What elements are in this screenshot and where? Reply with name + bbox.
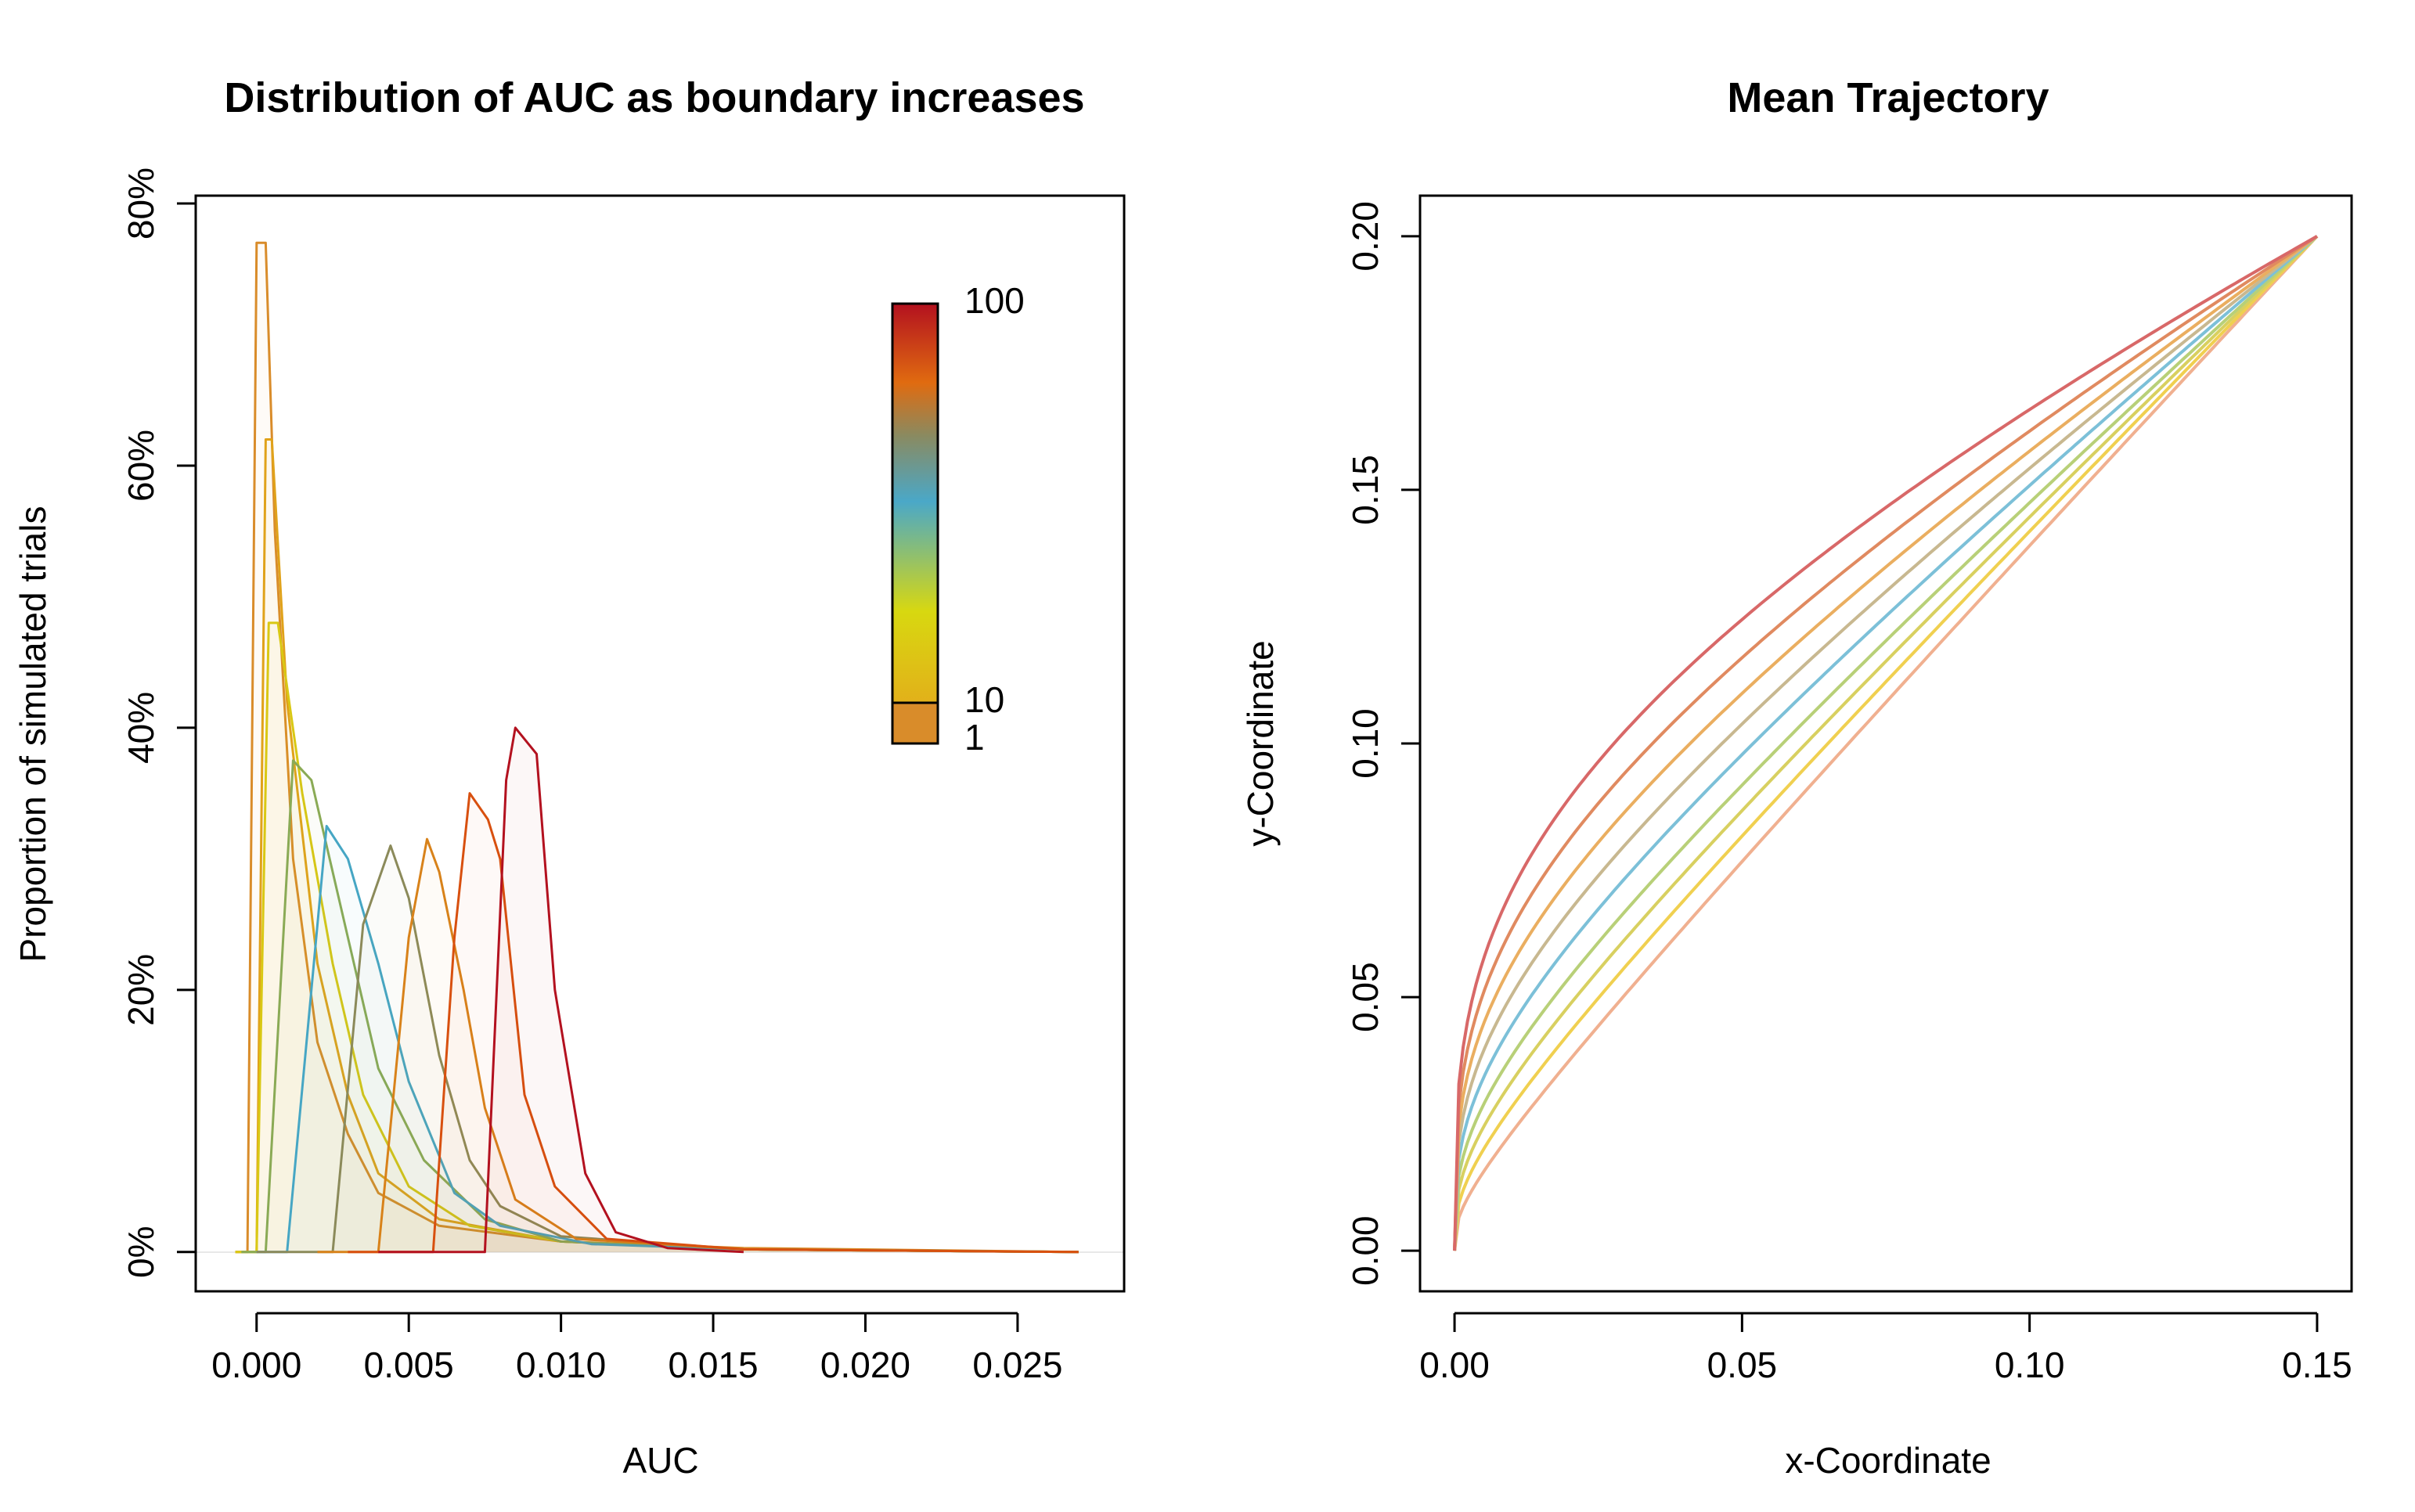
density-line-9 — [378, 726, 744, 1254]
left-y-tick-label: 20% — [121, 954, 161, 1026]
density-fill-6 — [257, 846, 1079, 1252]
left-y-tick-label: 80% — [121, 167, 161, 239]
trajectory-line-5 — [1453, 235, 2319, 1251]
left-panel: Distribution of AUC as boundary increase… — [13, 74, 1126, 1481]
trajectory-line-2 — [1453, 235, 2319, 1251]
right-y-ticks: 0.00 0.05 0.10 0.15 0.20 — [1345, 201, 1422, 1286]
left-y-ticks: 0% 20% 40% 60% 80% — [121, 167, 197, 1278]
right-x-tick-label: 0.10 — [1995, 1345, 2065, 1385]
trajectory-line-6 — [1453, 235, 2319, 1251]
left-x-tick-label: 0.015 — [668, 1345, 758, 1385]
right-plot-frame — [1418, 194, 2353, 1293]
density-line-5 — [256, 825, 1079, 1254]
colorbar-label-100: 100 — [964, 280, 1025, 321]
density-fill-7 — [318, 839, 1079, 1252]
right-y-tick-label: 0.20 — [1345, 201, 1386, 272]
left-y-tick-label: 0% — [121, 1226, 161, 1278]
trajectory-line-8 — [1453, 235, 2318, 1251]
left-x-tick-label: 0.005 — [364, 1345, 454, 1385]
left-plot-frame — [194, 194, 1126, 1293]
trajectory-line-7 — [1453, 235, 2319, 1251]
right-x-tick-label: 0.05 — [1707, 1345, 1778, 1385]
right-xlabel: x-Coordinate — [1785, 1440, 1991, 1481]
density-line-7 — [317, 837, 1079, 1254]
left-x-ticks: 0.000 0.005 0.010 0.015 0.020 0.025 — [211, 1312, 1062, 1385]
right-x-ticks: 0.00 0.05 0.10 0.15 — [1419, 1312, 2352, 1385]
colorbar — [891, 302, 939, 745]
left-xlabel: AUC — [622, 1440, 698, 1481]
right-y-tick-label: 0.05 — [1345, 962, 1386, 1032]
trajectory-line-4 — [1453, 235, 2319, 1251]
density-fill-8 — [348, 794, 1078, 1252]
left-x-tick-label: 0.010 — [516, 1345, 606, 1385]
right-series-group — [1453, 235, 2319, 1251]
left-x-tick-label: 0.020 — [820, 1345, 910, 1385]
right-panel: Mean Trajectory x-Coordinate y-Coordinat… — [1240, 74, 2353, 1481]
right-x-tick-label: 0.15 — [2282, 1345, 2352, 1385]
trajectory-line-9 — [1453, 235, 2318, 1251]
trajectory-line-1 — [1453, 235, 2319, 1251]
right-y-tick-label: 0.00 — [1345, 1215, 1386, 1286]
colorbar-legend: 100 10 1 — [891, 280, 1025, 758]
left-ylabel: Proportion of simulated trials — [13, 506, 53, 963]
colorbar-label-10: 10 — [964, 679, 1004, 720]
trajectory-line-3 — [1453, 235, 2319, 1251]
left-y-tick-label: 40% — [121, 692, 161, 764]
left-x-tick-label: 0.025 — [972, 1345, 1062, 1385]
colorbar-label-1: 1 — [964, 717, 985, 758]
left-series-group — [235, 241, 1079, 1254]
right-title: Mean Trajectory — [1727, 74, 2049, 121]
right-ylabel: y-Coordinate — [1240, 640, 1281, 846]
right-y-tick-label: 0.10 — [1345, 708, 1386, 779]
right-y-tick-label: 0.15 — [1345, 455, 1386, 525]
left-y-tick-label: 60% — [121, 430, 161, 502]
right-x-tick-label: 0.00 — [1419, 1345, 1490, 1385]
left-title: Distribution of AUC as boundary increase… — [224, 74, 1084, 121]
left-x-tick-label: 0.000 — [211, 1345, 301, 1385]
